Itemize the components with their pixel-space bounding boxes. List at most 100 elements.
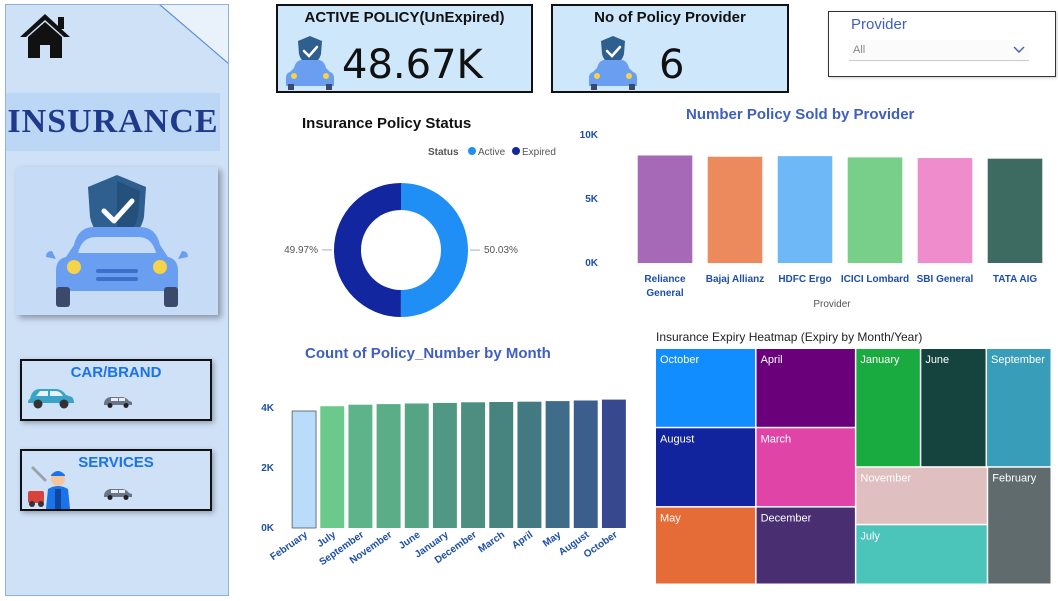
kpi-active-policy: ACTIVE POLICY(UnExpired) 48.67K — [276, 4, 533, 93]
heatmap-cell-july — [856, 525, 987, 584]
legend-marker — [512, 147, 520, 155]
sidebar: INSURANCE CAR/BRAND — [5, 4, 229, 596]
bar-september — [348, 404, 373, 528]
bar-october — [601, 399, 626, 528]
legend-label: Expired — [522, 147, 556, 158]
provider-bar-title: Number Policy Sold by Provider — [686, 106, 915, 123]
sidebar-corner-decoration — [159, 5, 228, 64]
provider-dropdown-value: All — [853, 44, 866, 56]
bar-bajaj-allianz — [707, 156, 763, 263]
heatmap-cell-october — [656, 349, 756, 427]
bar-august — [573, 400, 598, 528]
bar-icici-lombard — [847, 157, 903, 263]
heatmap-cell-label: January — [860, 354, 900, 366]
bar-december — [461, 402, 486, 528]
legend-marker — [468, 147, 476, 155]
heatmap-cell-label: March — [761, 433, 792, 445]
expiry-heatmap-plot: October August May April March December Januar… — [656, 349, 1051, 584]
kpi-provider-count-title: No of Policy Provider — [594, 9, 746, 26]
bar-november — [376, 404, 401, 528]
nav-car-brand-label: CAR/BRAND — [70, 364, 162, 381]
legend-label: Active — [478, 147, 506, 158]
x-tick-label: General — [646, 288, 683, 299]
month-bar-title: Count of Policy_Number by Month — [305, 345, 551, 362]
car-icon — [28, 389, 74, 409]
heatmap-cell-march — [756, 428, 855, 507]
bar-tata-aig — [987, 158, 1043, 263]
bar-reliance-general — [637, 155, 693, 263]
x-tick-label: February — [268, 529, 310, 563]
heatmap-cell-label: July — [860, 530, 880, 542]
heatmap-cell-label: August — [660, 433, 694, 445]
expiry-heatmap-title: Insurance Expiry Heatmap (Expiry by Mont… — [656, 330, 923, 344]
heatmap-cell-label: April — [761, 354, 783, 366]
x-tick-label: April — [510, 529, 535, 551]
nav-services-button[interactable]: SERVICES — [20, 449, 212, 511]
hero-car-shield-image — [16, 167, 218, 315]
heatmap-cell-april — [756, 349, 855, 427]
heatmap-cell-label: September — [991, 354, 1045, 366]
data-label: 49.97% — [284, 245, 318, 256]
y-tick-label: 4K — [261, 403, 275, 414]
heatmap-cell-label: October — [660, 354, 699, 366]
x-tick-label: Bajaj Allianz — [706, 274, 765, 285]
app-title: INSURANCE — [6, 93, 220, 151]
bar-february — [291, 410, 317, 529]
provider-bar-chart: Number Policy Sold by Provider 0K 5K 10K Re… — [570, 102, 1056, 312]
legend-title: Status — [428, 147, 459, 158]
x-tick-label: ICICI Lombard — [841, 274, 909, 285]
heatmap-cell-november — [856, 467, 987, 524]
x-tick-label: TATA AIG — [993, 274, 1037, 285]
x-tick-label: Reliance — [644, 274, 686, 285]
kpi-active-policy-title: ACTIVE POLICY(UnExpired) — [304, 9, 505, 26]
policy-status-chart: Insurance Policy Status Status Active Expi… — [240, 112, 570, 322]
month-bar-chart: Count of Policy_Number by Month 0K 2K 4K Fe… — [240, 340, 640, 580]
provider-slicer: Provider All — [828, 11, 1056, 77]
y-tick-label: 10K — [580, 130, 599, 141]
car-shield-icon — [589, 36, 637, 90]
x-tick-label: March — [477, 529, 507, 555]
expiry-heatmap: Insurance Expiry Heatmap (Expiry by Mont… — [654, 327, 1052, 589]
heatmap-cell-label: June — [925, 354, 949, 366]
kpi-active-policy-value: 48.67K — [342, 42, 483, 88]
kpi-provider-count: No of Policy Provider 6 — [551, 4, 789, 93]
provider-slicer-label: Provider — [851, 16, 907, 33]
donut-slice-expired — [334, 183, 401, 317]
home-icon[interactable] — [18, 11, 72, 61]
bar-january — [432, 402, 457, 528]
x-axis-label: Provider — [813, 299, 851, 310]
bar-hdfc-ergo — [777, 156, 833, 263]
y-tick-label: 0K — [585, 258, 599, 269]
car-outline-icon — [104, 489, 132, 500]
heatmap-cell-february — [988, 467, 1051, 584]
mechanic-icon — [28, 465, 70, 509]
x-tick-label: HDFC Ergo — [778, 274, 831, 285]
heatmap-cell-january — [856, 349, 920, 467]
bar-sbi-general — [917, 158, 973, 263]
data-label: 50.03% — [484, 245, 518, 256]
donut-slice-active — [400, 183, 469, 317]
y-tick-label: 0K — [261, 523, 275, 534]
chevron-down-icon — [1013, 46, 1025, 53]
heatmap-cell-september — [987, 349, 1051, 467]
bar-april — [517, 401, 542, 528]
nav-car-brand-button[interactable]: CAR/BRAND — [20, 359, 212, 421]
y-tick-label: 5K — [585, 194, 599, 205]
provider-bar-plot: 0K 5K 10K Reliance General Bajaj Allianz HDFC … — [580, 130, 1043, 310]
bar-may — [545, 401, 570, 528]
car-outline-icon — [104, 397, 132, 408]
kpi-provider-count-value: 6 — [659, 42, 685, 88]
heatmap-cell-december — [756, 507, 855, 584]
heatmap-cell-label: February — [992, 473, 1037, 485]
provider-dropdown[interactable]: All — [849, 40, 1029, 61]
heatmap-cell-may — [656, 507, 756, 584]
policy-status-title: Insurance Policy Status — [302, 115, 472, 132]
car-shield-icon — [286, 36, 334, 90]
policy-status-donut: Status Active Expired 50.03% 49.97% — [284, 147, 556, 317]
heatmap-cell-august — [656, 428, 756, 507]
bar-july — [320, 406, 345, 528]
y-tick-label: 2K — [261, 463, 275, 474]
nav-services-label: SERVICES — [78, 454, 154, 471]
heatmap-cell-label: December — [761, 513, 812, 525]
